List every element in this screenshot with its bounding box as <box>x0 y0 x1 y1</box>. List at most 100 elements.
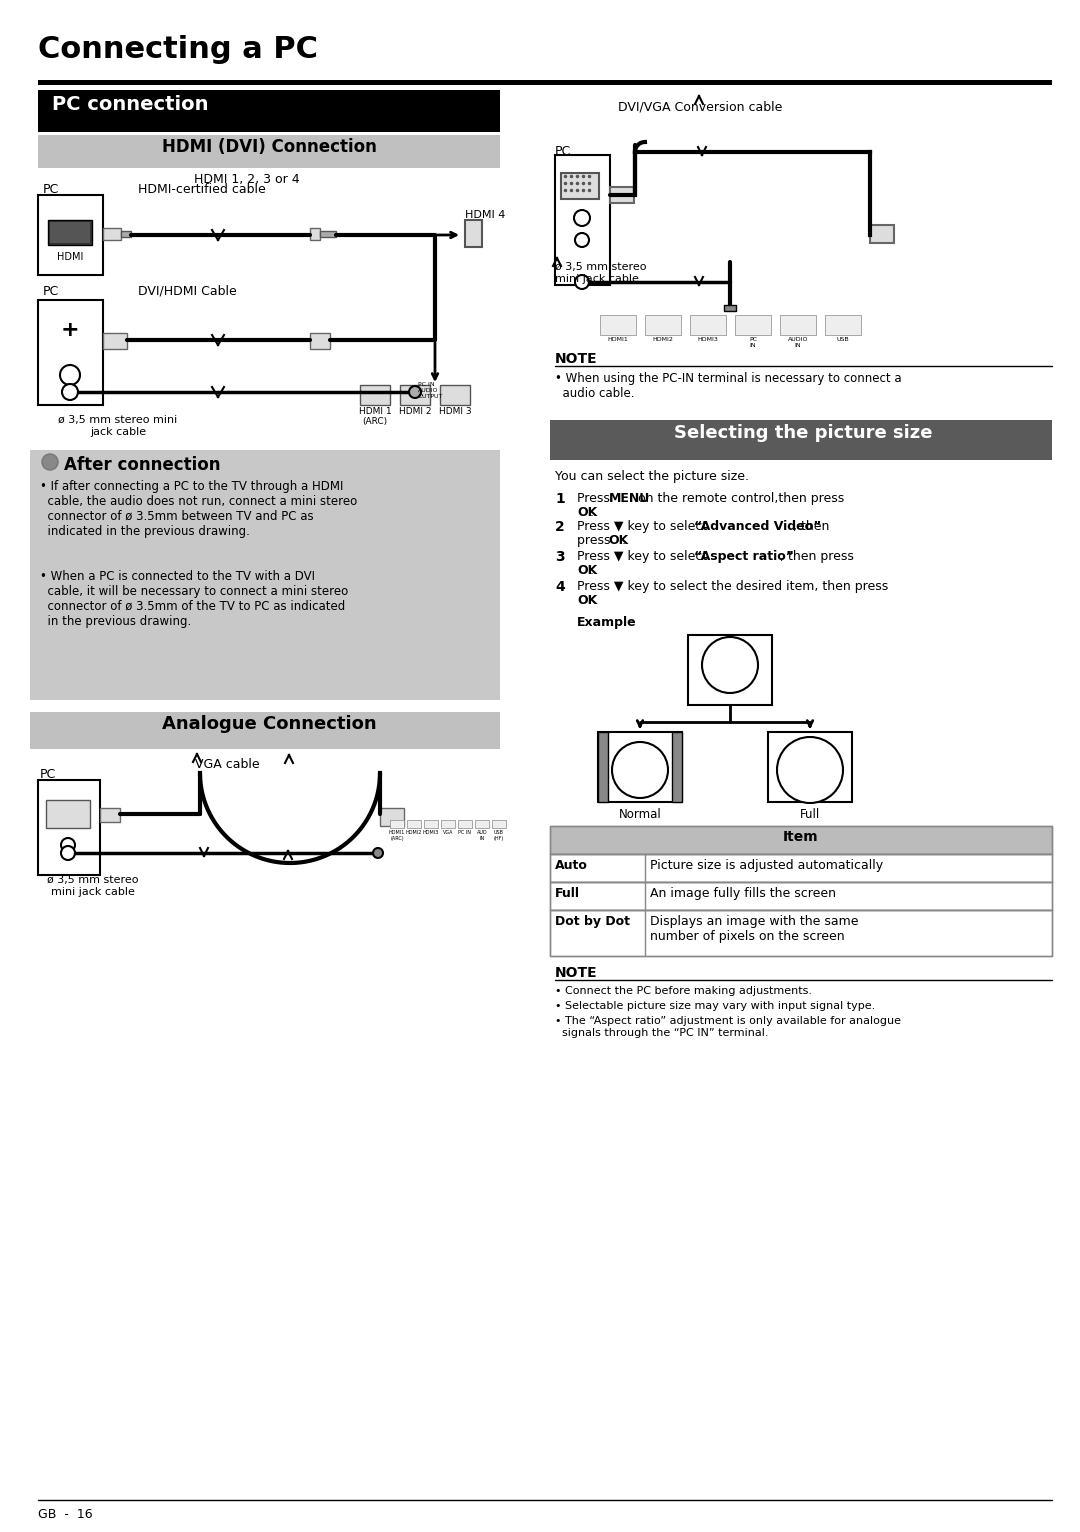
Circle shape <box>373 849 383 858</box>
Text: Auto: Auto <box>555 859 588 872</box>
Text: HDMI2: HDMI2 <box>652 337 674 342</box>
Bar <box>768 732 852 801</box>
Bar <box>38 90 500 132</box>
Bar <box>38 300 103 404</box>
Text: HDMI 1
(ARC): HDMI 1 (ARC) <box>359 408 391 426</box>
Bar <box>38 80 1052 84</box>
Bar <box>38 135 500 169</box>
Bar <box>50 222 90 244</box>
Text: DVI/HDMI Cable: DVI/HDMI Cable <box>138 285 237 299</box>
Text: 3: 3 <box>555 550 565 564</box>
Text: HDMI: HDMI <box>57 251 83 262</box>
Text: • Selectable picture size may vary with input signal type.: • Selectable picture size may vary with … <box>555 1000 875 1011</box>
Text: Picture size is adjusted automatically: Picture size is adjusted automatically <box>650 859 883 872</box>
Text: • When a PC is connected to the TV with a DVI
  cable, it will be necessary to c: • When a PC is connected to the TV with … <box>40 570 348 628</box>
Text: .: . <box>590 506 593 519</box>
Text: 2: 2 <box>555 519 565 535</box>
Text: OK: OK <box>577 594 597 607</box>
Text: “Advanced Video”: “Advanced Video” <box>693 519 821 533</box>
Text: +: + <box>60 320 79 340</box>
Text: OK: OK <box>577 564 597 578</box>
Bar <box>555 155 610 285</box>
Bar <box>400 385 430 404</box>
Bar <box>310 332 330 349</box>
Circle shape <box>575 233 589 247</box>
Text: Press ▼ key to select: Press ▼ key to select <box>577 519 712 533</box>
Circle shape <box>777 737 843 803</box>
Text: MENU: MENU <box>609 492 650 506</box>
Bar <box>424 820 438 827</box>
Bar <box>121 231 131 237</box>
Bar <box>492 820 507 827</box>
Circle shape <box>702 637 758 692</box>
Text: ø 3,5 mm stereo
mini jack cable: ø 3,5 mm stereo mini jack cable <box>48 875 138 896</box>
Text: • The “Aspect ratio” adjustment is only available for analogue
  signals through: • The “Aspect ratio” adjustment is only … <box>555 1016 901 1037</box>
Bar <box>690 316 726 336</box>
Bar <box>38 780 100 875</box>
Text: , then press: , then press <box>781 550 854 562</box>
Bar <box>440 385 470 404</box>
Text: After connection: After connection <box>64 457 220 473</box>
Text: Item: Item <box>783 830 819 844</box>
Circle shape <box>42 453 58 470</box>
Text: “Aspect ratio”: “Aspect ratio” <box>693 550 794 562</box>
Text: HDMI-certified cable: HDMI-certified cable <box>138 182 266 196</box>
Bar <box>30 712 500 749</box>
Text: An image fully fills the screen: An image fully fills the screen <box>650 887 836 899</box>
Text: ø 3,5 mm stereo
mini jack cable: ø 3,5 mm stereo mini jack cable <box>555 262 647 283</box>
Text: • When using the PC-IN terminal is necessary to connect a
  audio cable.: • When using the PC-IN terminal is neces… <box>555 372 902 400</box>
Circle shape <box>573 210 590 227</box>
Text: VGA cable: VGA cable <box>195 758 259 771</box>
Bar <box>407 820 421 827</box>
Bar <box>441 820 455 827</box>
Bar <box>550 882 1052 910</box>
Text: PC: PC <box>40 768 56 781</box>
Bar <box>672 732 681 801</box>
Text: Press: Press <box>577 492 613 506</box>
Text: USB
(HF): USB (HF) <box>494 830 504 841</box>
Text: .: . <box>590 564 593 578</box>
Text: You can select the picture size.: You can select the picture size. <box>555 470 750 483</box>
Bar <box>458 820 472 827</box>
Text: PC: PC <box>43 182 59 196</box>
Text: PC
IN: PC IN <box>750 337 757 348</box>
Bar <box>103 332 127 349</box>
Text: PC: PC <box>43 285 59 299</box>
Text: HDMI 2: HDMI 2 <box>399 408 431 417</box>
Bar <box>38 195 103 276</box>
Text: NOTE: NOTE <box>555 967 597 980</box>
Circle shape <box>612 741 669 798</box>
Text: Analogue Connection: Analogue Connection <box>162 715 376 732</box>
Text: • If after connecting a PC to the TV through a HDMI
  cable, the audio does not : • If after connecting a PC to the TV thr… <box>40 480 357 538</box>
Bar <box>780 316 816 336</box>
Text: PC: PC <box>555 146 571 158</box>
Bar <box>870 225 894 244</box>
Text: Full: Full <box>555 887 580 899</box>
Text: AUD
IN: AUD IN <box>476 830 487 841</box>
Text: PC connection: PC connection <box>52 95 208 113</box>
Bar <box>688 634 772 705</box>
Text: ø 3,5 mm stereo mini
jack cable: ø 3,5 mm stereo mini jack cable <box>58 415 177 437</box>
Text: , then: , then <box>793 519 829 533</box>
Text: Dot by Dot: Dot by Dot <box>555 915 630 928</box>
Text: HDMI3: HDMI3 <box>422 830 440 835</box>
Bar <box>103 228 121 241</box>
Text: HDMI1
(ARC): HDMI1 (ARC) <box>389 830 405 841</box>
Text: GB  -  16: GB - 16 <box>38 1507 93 1521</box>
Bar <box>48 221 92 245</box>
Bar <box>724 305 735 311</box>
Bar <box>310 228 320 241</box>
Text: Press ▼ key to select the desired item, then press: Press ▼ key to select the desired item, … <box>577 581 888 608</box>
Bar <box>610 187 634 204</box>
Text: press: press <box>577 535 615 547</box>
Text: Normal: Normal <box>619 807 661 821</box>
Circle shape <box>60 838 75 852</box>
Text: .: . <box>621 535 625 547</box>
Bar <box>475 820 489 827</box>
Circle shape <box>62 385 78 400</box>
Text: 4: 4 <box>555 581 565 594</box>
Bar <box>46 800 90 827</box>
Text: HDMI 1, 2, 3 or 4: HDMI 1, 2, 3 or 4 <box>194 173 300 185</box>
Text: Selecting the picture size: Selecting the picture size <box>674 424 933 443</box>
Bar <box>380 807 404 826</box>
